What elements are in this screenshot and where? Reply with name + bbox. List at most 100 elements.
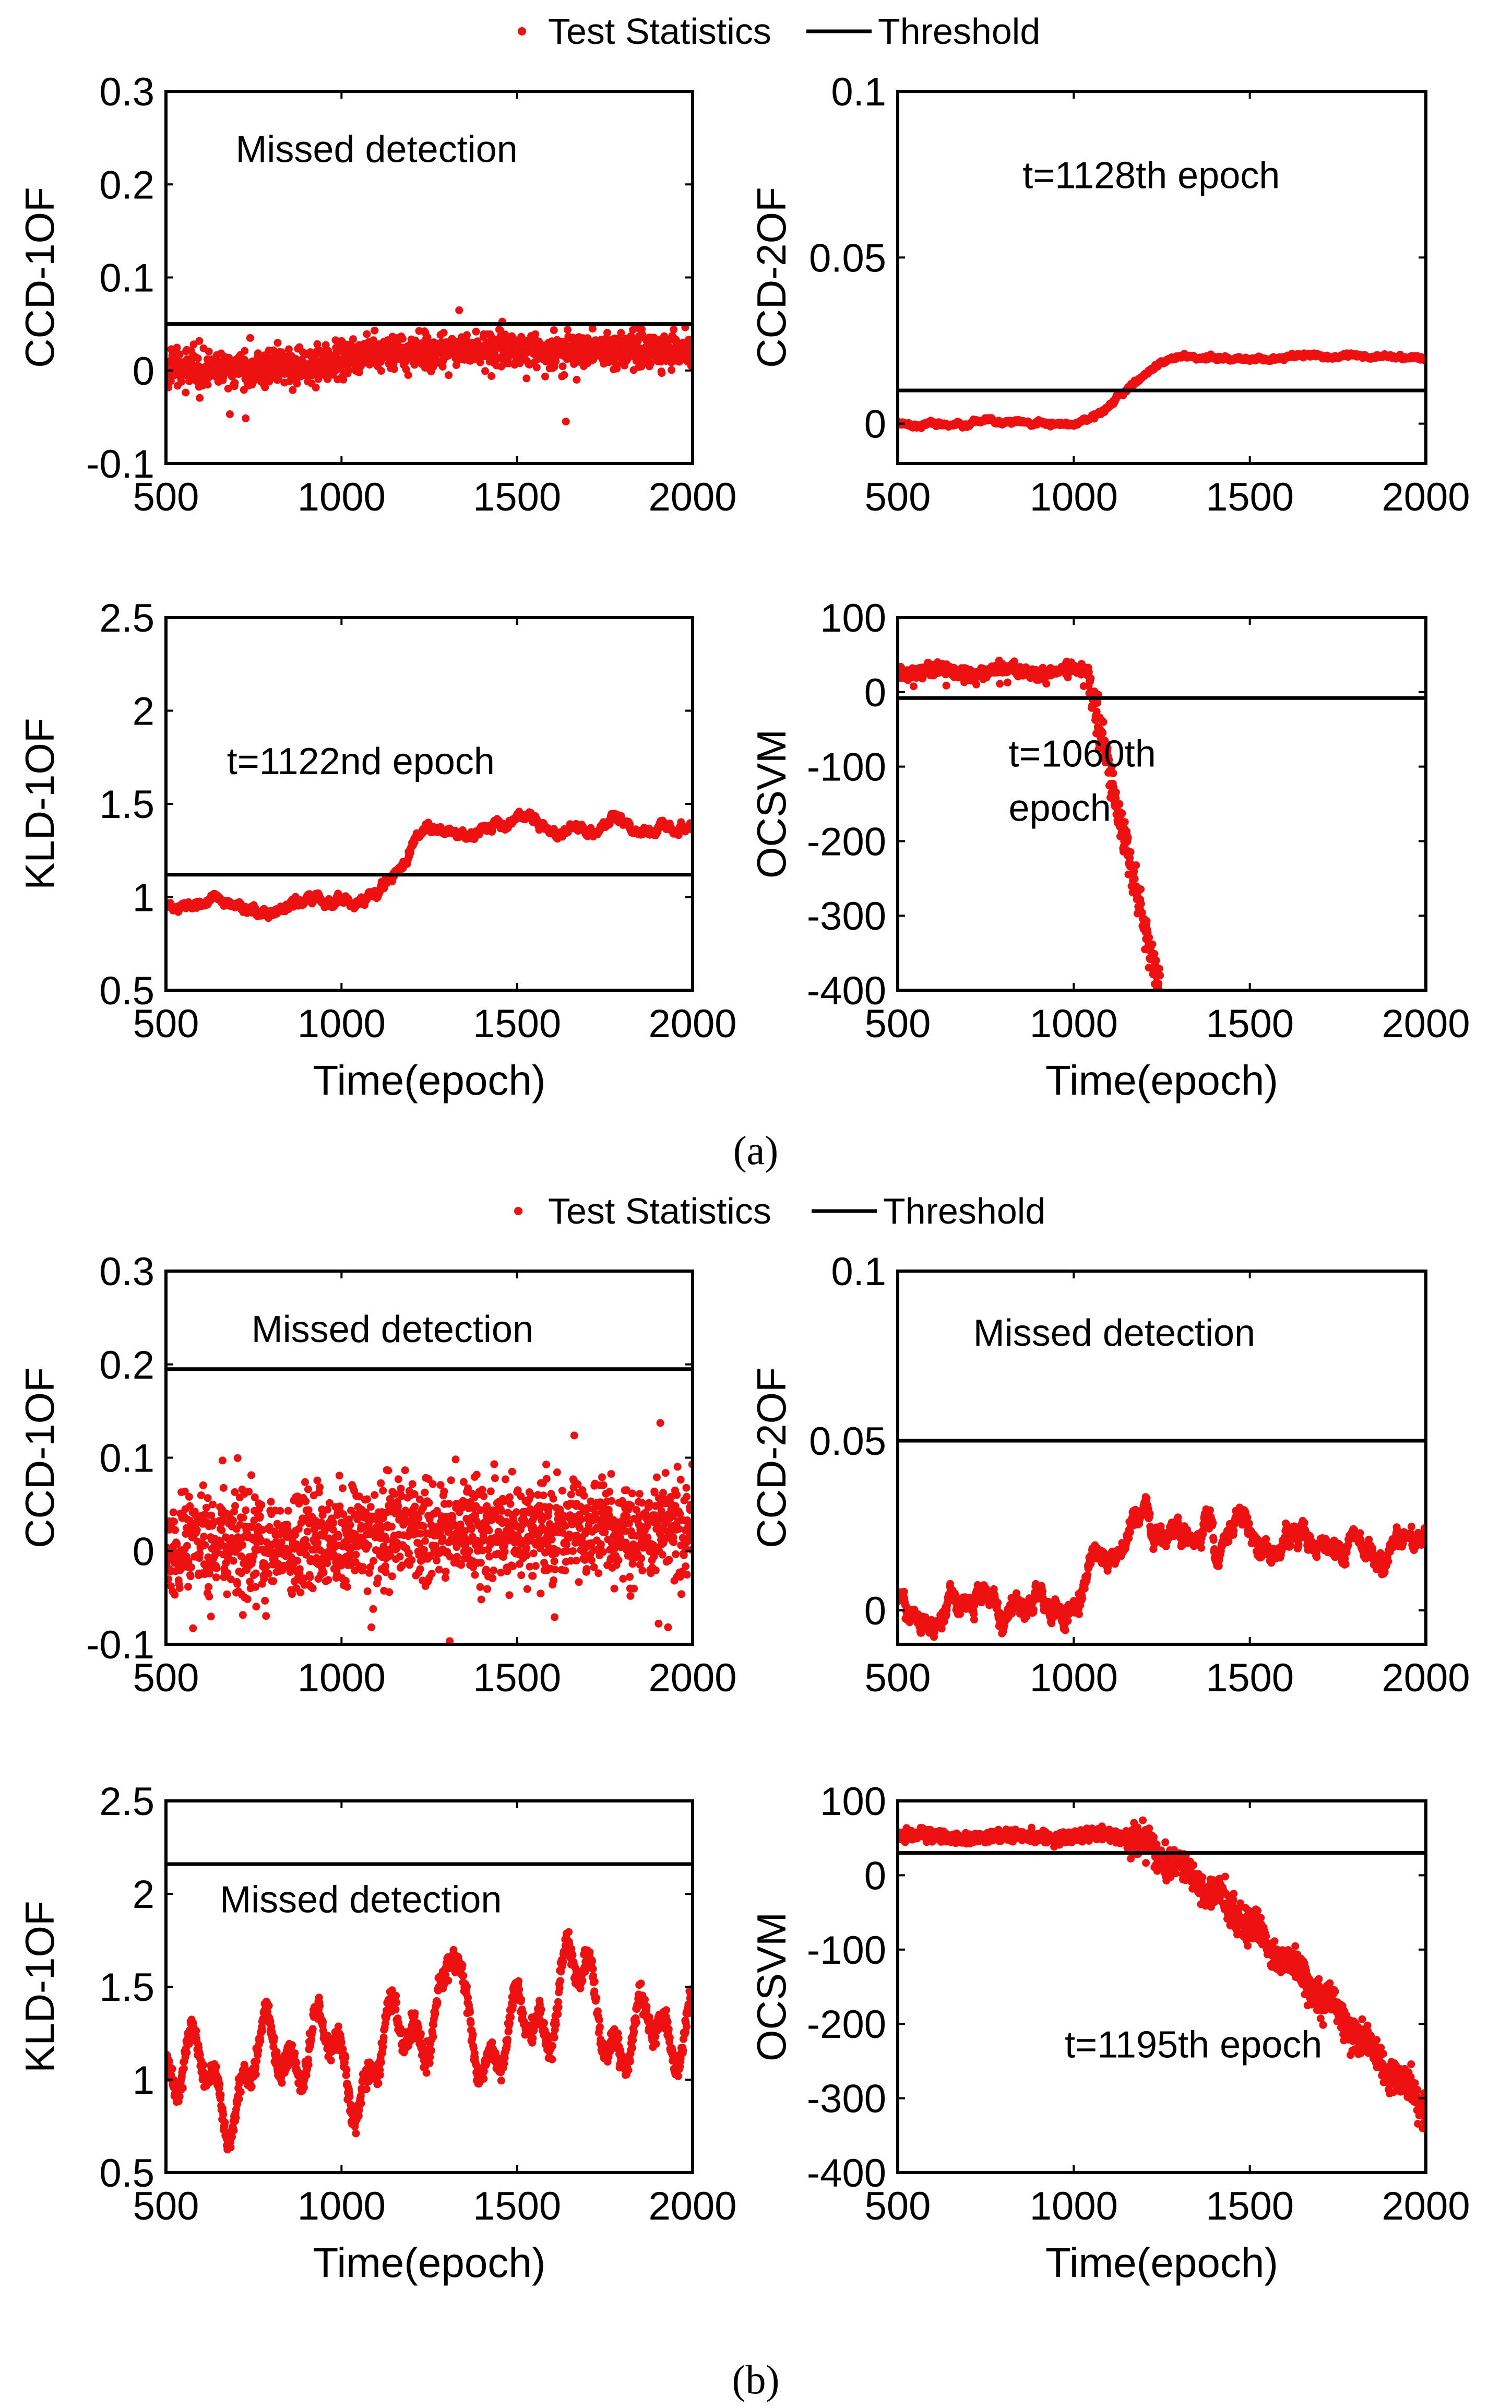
data-point bbox=[205, 348, 213, 355]
data-point bbox=[943, 682, 950, 690]
data-point bbox=[204, 381, 212, 389]
y-tick-label: 0.1 bbox=[831, 70, 886, 114]
data-point bbox=[231, 379, 239, 387]
data-point bbox=[910, 682, 918, 690]
y-tick-label: 0.1 bbox=[99, 256, 154, 301]
legend-line-label: Threshold bbox=[883, 1191, 1045, 1231]
legend-line-label: Threshold bbox=[878, 11, 1040, 52]
data-point bbox=[550, 326, 558, 334]
x-tick-label: 500 bbox=[865, 475, 931, 519]
data-point bbox=[273, 339, 281, 347]
data-point bbox=[390, 365, 398, 373]
annotation-line: Missed detection bbox=[235, 128, 517, 170]
legend-b: Test Statistics Threshold bbox=[514, 1191, 1045, 1231]
y-tick-label: 0 bbox=[864, 402, 886, 447]
data-point bbox=[670, 326, 677, 334]
data-point bbox=[564, 326, 572, 334]
y-axis-label: CCD-2OF bbox=[748, 187, 794, 368]
y-tick-label: 0.05 bbox=[809, 236, 886, 280]
annotation-line: t=1128th epoch bbox=[1022, 155, 1280, 196]
data-point bbox=[293, 379, 301, 387]
data-point bbox=[377, 367, 385, 375]
legend-marker-swatch bbox=[518, 27, 526, 35]
y-axis-label: KLD-1OF bbox=[17, 718, 63, 889]
axes-frame bbox=[898, 91, 1426, 464]
data-point bbox=[194, 354, 202, 362]
axes-frame bbox=[166, 618, 693, 990]
legend-marker-label: Test Statistics bbox=[548, 11, 771, 52]
annotation-text: Missed detection bbox=[235, 128, 517, 170]
data-point bbox=[972, 681, 980, 689]
y-tick-label: 0.2 bbox=[99, 163, 154, 207]
data-point bbox=[182, 389, 189, 397]
data-point bbox=[481, 367, 489, 375]
legend-marker-label: Test Statistics bbox=[548, 1191, 771, 1231]
data-point bbox=[668, 366, 675, 374]
y-tick-label: -0.1 bbox=[86, 442, 154, 487]
x-tick-label: 2000 bbox=[648, 475, 736, 519]
legend-a: Test Statistics Threshold bbox=[518, 11, 1040, 52]
data-point bbox=[522, 374, 530, 382]
data-points bbox=[162, 808, 697, 922]
x-tick-label: 1500 bbox=[473, 1002, 561, 1046]
data-point bbox=[472, 328, 480, 336]
data-point bbox=[573, 376, 581, 384]
data-point bbox=[445, 371, 453, 379]
data-point bbox=[658, 369, 665, 377]
x-tick-label: 1500 bbox=[1206, 475, 1294, 519]
x-tick-label: 1000 bbox=[297, 475, 386, 519]
data-point bbox=[404, 371, 412, 379]
data-point bbox=[560, 371, 568, 379]
data-point bbox=[439, 363, 447, 371]
data-point bbox=[289, 386, 296, 394]
data-point bbox=[647, 360, 655, 367]
data-point bbox=[312, 384, 320, 392]
annotation-line: t=1122nd epoch bbox=[227, 741, 495, 782]
y-tick-label: 0.3 bbox=[99, 70, 154, 114]
data-point bbox=[195, 337, 203, 345]
y-tick-label: 1.5 bbox=[99, 782, 154, 827]
data-point bbox=[603, 329, 611, 337]
data-point bbox=[996, 680, 1004, 688]
data-point bbox=[246, 334, 254, 342]
data-point bbox=[196, 394, 204, 402]
data-point bbox=[559, 362, 567, 370]
x-tick-label: 2000 bbox=[648, 1002, 736, 1046]
y-tick-label: 0.5 bbox=[99, 969, 154, 1013]
data-point bbox=[487, 372, 495, 380]
data-point bbox=[241, 347, 248, 355]
x-tick-label: 1000 bbox=[297, 1002, 386, 1046]
annotation-text: t=1122nd epoch bbox=[227, 741, 495, 782]
data-point bbox=[533, 363, 541, 371]
legend-marker-swatch bbox=[514, 1207, 522, 1215]
data-point bbox=[440, 329, 448, 337]
data-point bbox=[1004, 679, 1011, 686]
x-tick-label: 2000 bbox=[1382, 475, 1470, 519]
data-point bbox=[173, 343, 181, 351]
subplot-a2: 500 1000 1500 2000 0 0.05 0.1 CCD-2OF t=1128th e… bbox=[748, 70, 1470, 519]
data-point bbox=[399, 335, 407, 343]
y-tick-label: 2 bbox=[133, 690, 154, 734]
y-tick-label: 1 bbox=[133, 876, 154, 920]
y-tick-label: 0 bbox=[133, 349, 154, 394]
y-tick-label: 2.5 bbox=[99, 596, 154, 640]
x-tick-label: 1500 bbox=[473, 475, 561, 519]
data-point bbox=[562, 418, 570, 425]
data-point bbox=[363, 330, 371, 338]
data-point bbox=[349, 335, 357, 343]
data-point bbox=[589, 325, 597, 333]
x-axis-label: Time(epoch) bbox=[313, 1057, 545, 1104]
y-axis-label: CCD-1OF bbox=[17, 187, 63, 368]
data-point bbox=[242, 414, 249, 422]
annotation-text: t=1128th epoch bbox=[1022, 155, 1280, 196]
x-tick-label: 1000 bbox=[1030, 475, 1118, 519]
data-point bbox=[455, 306, 463, 314]
data-point bbox=[541, 373, 549, 381]
data-point bbox=[371, 327, 378, 335]
data-point bbox=[226, 410, 234, 418]
